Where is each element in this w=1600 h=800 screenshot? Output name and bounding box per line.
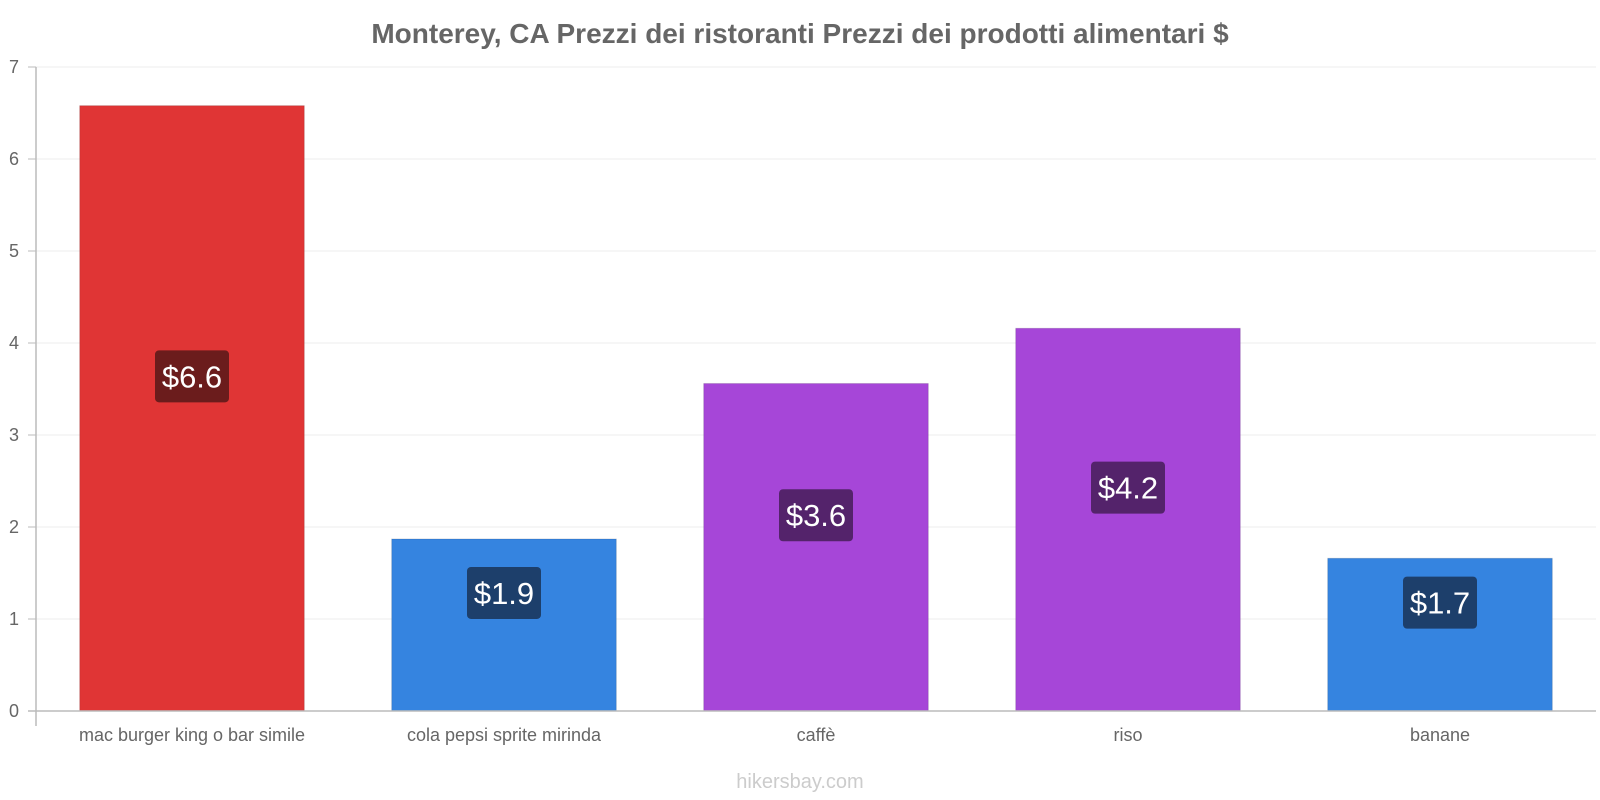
y-tick-label: 2 [9,517,19,537]
bar [703,382,929,712]
value-label-background [1091,461,1165,514]
y-tick-label: 1 [9,609,19,629]
y-tick-label: 0 [9,701,19,721]
value-labels: $6.6 $1.9 $3.6 $4.2 $1.7 [155,350,1477,629]
category-label: banane [1410,725,1470,745]
value-label: $1.7 [1410,586,1470,621]
value-label-background [155,350,229,403]
bar [1015,327,1241,712]
value-label: $4.2 [1098,471,1158,506]
category-label: cola pepsi sprite mirinda [407,725,602,745]
y-axis-ticks: 0 1 2 3 4 5 6 7 [9,57,36,721]
value-label: $6.6 [162,359,222,394]
bar [79,105,305,712]
category-label: caffè [797,725,836,745]
value-label-background [779,489,853,542]
y-tick-label: 7 [9,57,19,77]
category-label: mac burger king o bar simile [79,725,305,745]
value-label: $1.9 [474,576,534,611]
value-label-background [1403,576,1477,629]
bar [391,538,617,712]
watermark: hikersbay.com [736,771,863,793]
category-label: riso [1113,725,1142,745]
x-axis-labels: mac burger king o bar simile cola pepsi s… [79,725,1470,745]
y-tick-label: 6 [9,149,19,169]
y-tick-label: 5 [9,241,19,261]
bars [79,105,1553,712]
value-label-background [467,566,541,619]
y-tick-label: 3 [9,425,19,445]
y-tick-label: 4 [9,333,19,353]
chart-title: Monterey, CA Prezzi dei ristoranti Prezz… [371,18,1229,49]
value-label: $3.6 [786,498,846,533]
